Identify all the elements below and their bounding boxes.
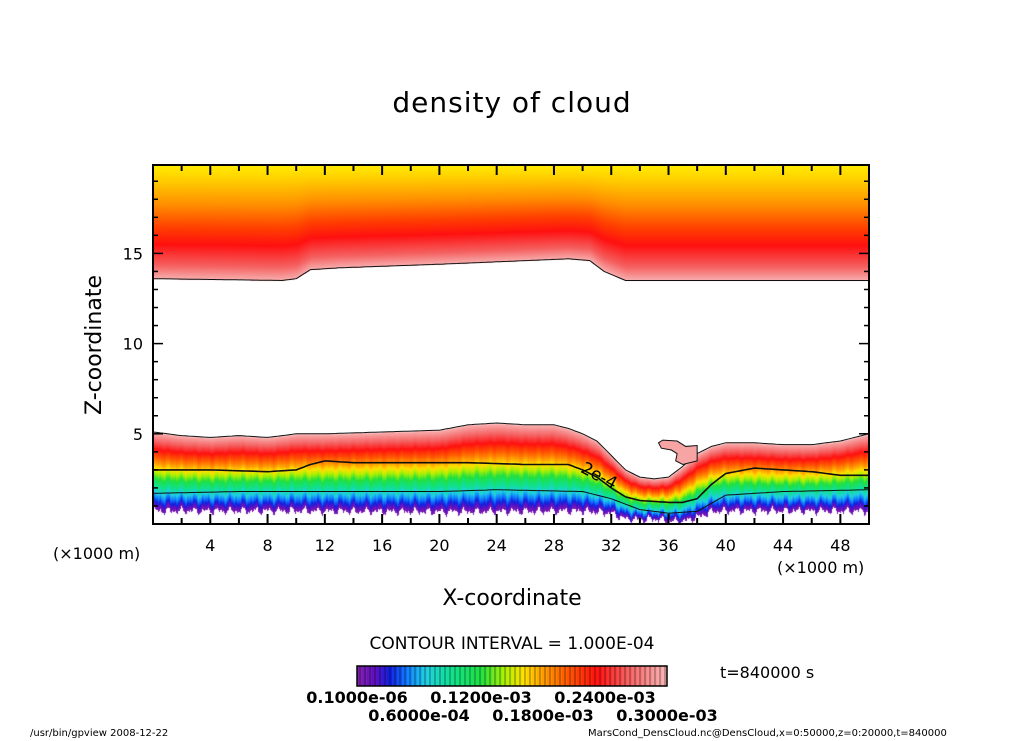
x-tick-label: 20 bbox=[429, 536, 449, 555]
lower-cloud-edge-contour bbox=[152, 422, 870, 480]
colorbar-label: 0.2400e-03 bbox=[554, 688, 656, 707]
footer-source: MarsCond_DensCloud.nc@DensCloud,x=0:5000… bbox=[588, 728, 947, 739]
y-tick-label: 10 bbox=[123, 335, 143, 354]
x-tick-label: 24 bbox=[487, 536, 507, 555]
colorbar-label: 0.3000e-03 bbox=[616, 706, 718, 725]
contour-interval-label: CONTOUR INTERVAL = 1.000E-04 bbox=[369, 634, 655, 654]
footer-program: /usr/bin/gpview 2008-12-22 bbox=[30, 728, 169, 739]
contour-line bbox=[153, 489, 870, 514]
y-tick-label: 15 bbox=[123, 244, 143, 263]
contour-label: 2e-4 bbox=[577, 458, 620, 494]
colorbar-label: 0.1800e-03 bbox=[492, 706, 594, 725]
colorbar-frame bbox=[356, 665, 668, 687]
time-label: t=840000 s bbox=[720, 663, 815, 682]
y-axis-label: Z-coordinate bbox=[82, 275, 107, 415]
contour-line bbox=[153, 460, 869, 504]
y-tick-label: 5 bbox=[133, 425, 143, 444]
colorbar-label: 0.6000e-04 bbox=[368, 706, 470, 725]
cloud-hook-region bbox=[657, 439, 698, 465]
upper-cloud-edge-contour bbox=[153, 258, 869, 282]
x-tick-label: 48 bbox=[830, 536, 850, 555]
y-axis-unit: (×1000 m) bbox=[53, 544, 141, 563]
chart-title: density of cloud bbox=[392, 86, 632, 119]
colorbar-label: 0.1000e-06 bbox=[306, 688, 408, 707]
x-tick-label: 16 bbox=[372, 536, 392, 555]
x-tick-label: 36 bbox=[658, 536, 678, 555]
x-tick-label: 12 bbox=[315, 536, 335, 555]
colorbar-label: 0.1200e-03 bbox=[430, 688, 532, 707]
x-tick-label: 40 bbox=[716, 536, 736, 555]
x-tick-label: 4 bbox=[205, 536, 215, 555]
x-tick-label: 8 bbox=[262, 536, 272, 555]
x-axis-label: X-coordinate bbox=[442, 586, 582, 611]
x-axis-unit: (×1000 m) bbox=[777, 558, 865, 577]
x-tick-label: 32 bbox=[601, 536, 621, 555]
x-tick-label: 44 bbox=[773, 536, 793, 555]
plot-frame bbox=[152, 164, 870, 525]
x-tick-label: 28 bbox=[544, 536, 564, 555]
